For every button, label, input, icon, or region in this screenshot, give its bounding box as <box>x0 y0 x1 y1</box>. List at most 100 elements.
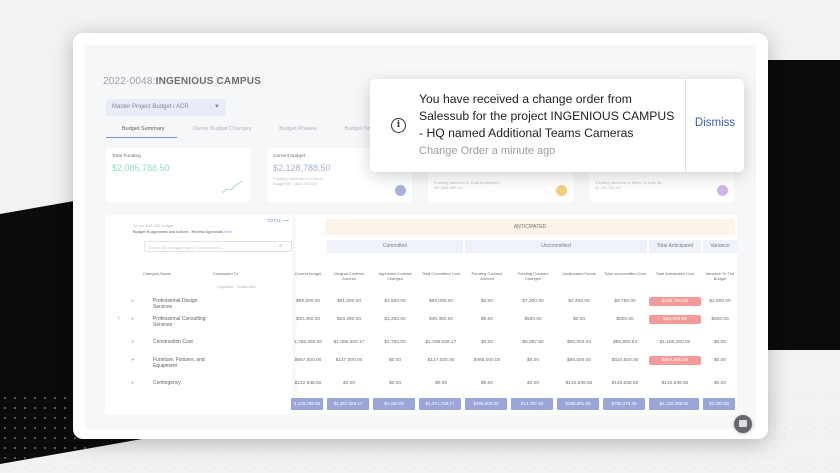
table-row: $99,500.00 $91,500.00 $1,500.00 $93,000.00 $… <box>105 295 737 312</box>
table-cell: $30,450.00 <box>295 317 320 322</box>
table-cell: $102,750.00 <box>649 297 701 306</box>
table-row: 1,788,250.00 $1,096,309.17 $1,750.00 $1,098… <box>105 336 737 353</box>
table-cell: $0.00 <box>572 317 585 322</box>
expand-icon[interactable]: + <box>131 340 135 346</box>
table-cell: $1,500.00 <box>384 299 406 304</box>
table-cell: $9,750.00 <box>614 299 636 304</box>
budget-table: ANTICIPATED Committed Uncommitted Total … <box>105 215 737 415</box>
table-cell: $500.00 <box>711 317 729 322</box>
table-cell: $91,500.00 <box>336 299 361 304</box>
table-cell: $55,500.00 <box>566 358 591 363</box>
total-row: 2,128,788.50 $1,367,059.17 $4,450.00 $1,371… <box>105 398 737 411</box>
total-cell: $280,591.83 <box>557 398 599 410</box>
expand-icon[interactable]: + <box>131 381 135 387</box>
expand-icon[interactable]: + <box>131 317 135 323</box>
table-cell: $0.00 <box>713 340 726 345</box>
table-cell: $500.00 <box>616 317 634 322</box>
table-cell: $0.00 <box>526 358 539 363</box>
total-funding-card: Total Funding $2,085,788.50 <box>106 148 251 202</box>
total-cell: $1,367,059.17 <box>327 398 369 410</box>
table-cell: $0.00 <box>713 381 726 386</box>
table-cell: $30,950.00 <box>649 315 701 324</box>
table-cell: $142,638.50 <box>661 381 689 386</box>
anticipated-icon <box>556 185 567 196</box>
table-cell: $142,638.50 <box>611 381 639 386</box>
page-title: 2022-0048:INGENIOUS CAMPUS <box>103 76 262 87</box>
table-cell: $500.00 <box>524 317 542 322</box>
table-row: $142,638.50 $0.00 $0.00 $0.00 $0.00 $0.00 $142… <box>105 377 737 394</box>
tab-budget-timeline[interactable]: Budget Timeline <box>344 126 384 132</box>
committed-group: Committed <box>327 240 463 253</box>
table-cell: $93,000.00 <box>428 299 453 304</box>
table-cell: $0.00 <box>526 381 539 386</box>
scroll-left-icon[interactable]: ‹ <box>117 312 120 322</box>
category-row[interactable]: + Construction Cost <box>117 336 293 353</box>
change-order-notification: i You have received a change order from … <box>370 79 744 172</box>
tab-owner-budget-changes[interactable]: Owner Budget Changes <box>192 126 252 132</box>
category-search-input[interactable]: Search by category name / contracted to.… <box>144 241 292 252</box>
table-cell: $0.00 <box>480 317 493 322</box>
table-cell: $0.00 <box>480 299 493 304</box>
table-cell: $0.00 <box>434 381 447 386</box>
total-label: TOTAL ⟶ <box>267 218 289 223</box>
table-cell: $30,450.00 <box>428 317 453 322</box>
table-cell: $7,300.00 <box>522 299 544 304</box>
table-cell: $147,000.00 <box>427 358 455 363</box>
table-cell: $667,500.00 <box>649 356 701 365</box>
chat-button[interactable] <box>734 415 752 433</box>
table-cell: $99,500.00 <box>295 299 320 304</box>
total-cell: $14,787.50 <box>511 398 553 410</box>
category-row[interactable]: + Furniture, Fixtures, and Equipment <box>117 354 293 371</box>
dismiss-button[interactable]: Dismiss <box>694 117 736 129</box>
total-cell: $760,379.33 <box>603 398 645 410</box>
table-cell: $0.00 <box>342 381 355 386</box>
review-approvals-link[interactable]: here <box>224 229 233 234</box>
table-cell: $86,890.83 <box>612 340 637 345</box>
category-name: Professional Design Services <box>153 298 198 310</box>
expand-icon[interactable]: + <box>131 299 135 305</box>
category-panel: As per $40.000 budget Budget is approved … <box>117 215 293 415</box>
legend: Organized Unallocated <box>217 285 256 289</box>
total-cell: $2,132,088.50 <box>649 398 699 410</box>
table-cell: $29,250.00 <box>336 317 361 322</box>
table-row: $667,500.00 $147,000.00 $0.00 $147,000.00 $4… <box>105 354 737 371</box>
category-name: Professional Consulting Services <box>153 316 206 328</box>
table-cell: $0.00 <box>388 381 401 386</box>
budget-icon <box>395 185 406 196</box>
table-cell: $0.00 <box>480 340 493 345</box>
table-row: $30,450.00 $29,250.00 $1,200.00 $30,450.00 $… <box>105 313 737 330</box>
table-cell: $147,000.00 <box>335 358 363 363</box>
table-cell: $0.00 <box>713 358 726 363</box>
total-cell: $465,000.00 <box>465 398 507 410</box>
table-cell: $6,987.50 <box>522 340 544 345</box>
table-cell: $80,003.33 <box>566 340 591 345</box>
category-row[interactable]: + Contingency <box>117 377 293 394</box>
table-cell: $0.00 <box>480 381 493 386</box>
tab-budget-phases[interactable]: Budget Phases <box>279 126 317 132</box>
contracted-to-header: Contracted To <box>213 271 238 276</box>
tab-budget-summary[interactable]: Budget Summary <box>106 123 177 138</box>
table-cell: $142,638.50 <box>294 381 322 386</box>
category-name: Contingency <box>153 380 181 386</box>
search-icon: ⌕ <box>279 243 283 249</box>
total-cell: $1,371,709.17 <box>419 398 461 410</box>
uncommitted-group: Uncommitted <box>465 240 647 253</box>
trend-chart-icon <box>221 180 243 194</box>
table-cell: $465,000.00 <box>473 358 501 363</box>
table-cell: $0.00 <box>388 358 401 363</box>
category-name: Construction Cost <box>153 339 193 345</box>
budget-tabs: Budget Summary Owner Budget Changes Budg… <box>106 123 396 138</box>
category-row[interactable]: + Professional Consulting Services <box>117 313 293 330</box>
budget-select[interactable]: Master Project Budget / ACR ▼ <box>106 99 226 116</box>
table-cell: $1,750.00 <box>384 340 406 345</box>
table-cell: $520,500.00 <box>611 358 639 363</box>
total-cell: $3,300.00 <box>703 398 735 410</box>
total-cell: 2,128,788.50 <box>291 398 323 410</box>
table-cell: 1,788,250.00 <box>293 340 322 345</box>
table-cell: $1,186,250.00 <box>659 340 691 345</box>
background-right-band <box>760 60 840 350</box>
expand-icon[interactable]: + <box>131 358 135 364</box>
category-row[interactable]: + Professional Design Services <box>117 295 293 312</box>
budget-app: 2022-0048:INGENIOUS CAMPUS Master Projec… <box>85 45 756 433</box>
variance-group: Variance <box>703 240 737 253</box>
